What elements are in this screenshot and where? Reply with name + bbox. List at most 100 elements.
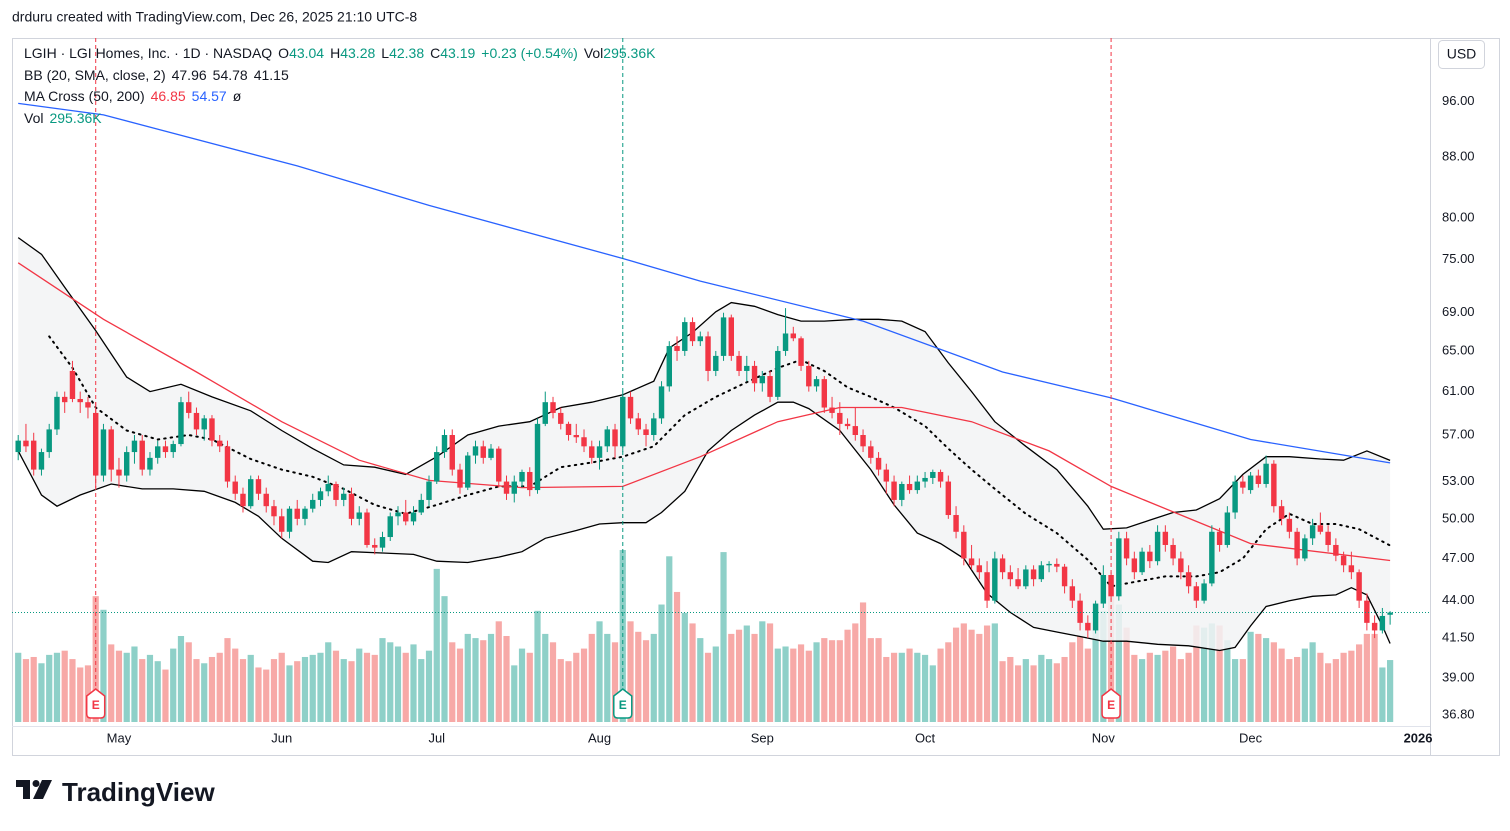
volume-bar xyxy=(867,638,874,722)
volume-bar xyxy=(604,633,611,722)
volume-bar xyxy=(805,650,812,722)
candle-body xyxy=(651,418,657,436)
candle-body xyxy=(1325,531,1331,545)
volume-bar xyxy=(960,623,967,722)
volume-bar xyxy=(433,568,440,722)
event-badge xyxy=(1101,688,1121,719)
candle-body xyxy=(643,429,649,436)
volume-bar xyxy=(1247,631,1254,722)
volume-bar xyxy=(573,652,580,722)
legend-ohlc-label: H xyxy=(330,45,341,61)
candle-body xyxy=(821,379,828,408)
candle-body xyxy=(883,469,890,482)
volume-bar xyxy=(69,659,76,722)
legend-title: LGIH · LGI Homes, Inc. · 1D · NASDAQ xyxy=(24,45,273,61)
volume-bar xyxy=(983,625,991,722)
candle-body xyxy=(573,435,579,438)
candle-body xyxy=(457,469,463,488)
chart-frame xyxy=(12,38,1500,756)
volume-bar xyxy=(131,646,138,722)
volume-bar xyxy=(30,656,37,722)
candle-body xyxy=(1030,569,1037,580)
legend-ohlc-label: C xyxy=(430,45,441,61)
candle-body xyxy=(496,448,502,482)
candle-body xyxy=(596,446,603,458)
candle-body xyxy=(1333,544,1339,556)
volume-bar xyxy=(580,648,588,722)
x-tick-label: Aug xyxy=(588,730,611,745)
volume-bar xyxy=(418,659,425,722)
volume-bar xyxy=(883,656,890,722)
candle-body xyxy=(387,516,393,538)
logo-text: TradingView xyxy=(62,777,215,807)
watermark: drduru created with TradingView.com, Dec… xyxy=(12,9,417,25)
candle-body xyxy=(1209,531,1215,584)
candle-body xyxy=(1348,565,1355,573)
candle-body xyxy=(23,440,29,447)
legend: LGIH · LGI Homes, Inc. · 1D · NASDAQ O43.… xyxy=(24,43,655,129)
volume-bar xyxy=(162,669,169,722)
candle-body xyxy=(248,479,254,507)
volume-bar xyxy=(1278,648,1285,722)
legend-row: LGIH · LGI Homes, Inc. · 1D · NASDAQ O43.… xyxy=(24,43,655,65)
candle-body xyxy=(844,423,851,427)
volume-bar xyxy=(410,644,417,722)
volume-bar xyxy=(952,627,960,722)
legend-vol-value: 295.36K xyxy=(49,109,102,126)
candle-body xyxy=(767,376,773,397)
volume-bar xyxy=(22,659,30,722)
event-label: E xyxy=(619,698,627,712)
bollinger-upper xyxy=(17,237,1391,530)
candle-body xyxy=(379,537,386,548)
candle-body xyxy=(581,437,587,447)
candle-body xyxy=(1147,551,1153,562)
candle-body xyxy=(550,402,556,413)
y-tick-label: 75.00 xyxy=(1442,251,1475,266)
candle-body xyxy=(519,471,525,482)
y-tick-label: 80.00 xyxy=(1442,210,1475,225)
volume-bar xyxy=(46,654,53,722)
volume-bar xyxy=(224,638,231,722)
volume-bar xyxy=(1162,650,1169,722)
candle-body xyxy=(186,402,192,413)
volume-bar xyxy=(1239,659,1246,722)
candle-body xyxy=(1038,565,1045,580)
candle-body xyxy=(713,355,719,371)
legend-vol-label: Vol xyxy=(24,109,44,126)
candle-body xyxy=(1271,463,1277,507)
candle-body xyxy=(930,471,936,478)
candle-body xyxy=(728,317,735,356)
volume-bar xyxy=(642,640,650,722)
candle-body xyxy=(46,429,52,453)
volume-bar xyxy=(15,652,22,722)
volume-bar xyxy=(611,642,619,722)
candle-body xyxy=(813,379,820,387)
legend-bb-value: 41.15 xyxy=(253,66,289,83)
volume-bar xyxy=(534,610,541,722)
candle-body xyxy=(953,515,959,532)
y-tick-label: 50.00 xyxy=(1442,510,1475,525)
volume-bar xyxy=(635,631,642,722)
volume-bar xyxy=(1146,652,1153,722)
moving-average xyxy=(17,262,1391,562)
y-tick-label: 44.00 xyxy=(1442,592,1475,607)
volume-bar xyxy=(1356,644,1363,722)
volume-bar xyxy=(712,646,719,722)
candle-body xyxy=(914,481,921,491)
candle-body xyxy=(1224,512,1231,545)
candle-body xyxy=(542,402,548,424)
currency-label[interactable]: USD xyxy=(1447,46,1477,62)
volume-bar xyxy=(704,652,712,722)
candle-body xyxy=(1387,612,1393,615)
volume-bar xyxy=(518,648,526,722)
candle-body xyxy=(1356,572,1362,601)
candle-body xyxy=(666,346,672,387)
currency-button[interactable] xyxy=(1438,40,1485,69)
candle-body xyxy=(364,512,370,545)
candle-body xyxy=(852,426,859,436)
volume-bar xyxy=(1232,659,1239,722)
volume-bar xyxy=(340,659,347,722)
x-tick-label: Jun xyxy=(271,730,292,745)
